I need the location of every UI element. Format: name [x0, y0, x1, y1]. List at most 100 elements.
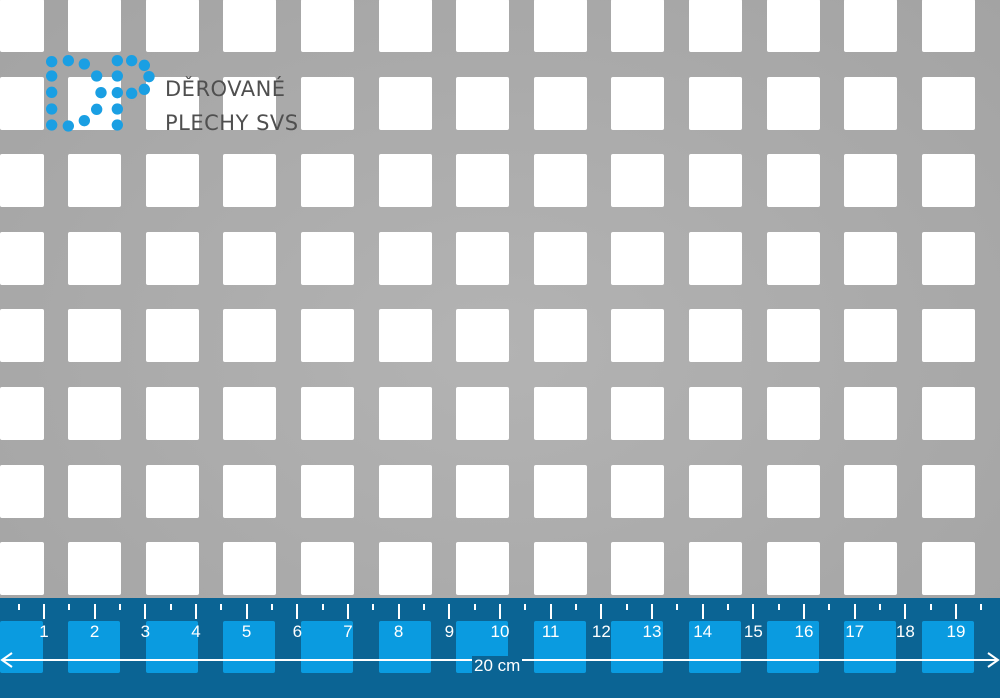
- minor-tick: [169, 604, 172, 610]
- perforation-hole: [68, 387, 122, 440]
- perforation-hole: [0, 387, 44, 440]
- ruler-label: 9: [444, 622, 455, 641]
- perforation-hole: [844, 0, 898, 52]
- major-tick: [752, 604, 755, 619]
- perforation-hole: [688, 231, 742, 285]
- perforation-hole: [688, 387, 742, 440]
- perforation-hole: [0, 0, 44, 52]
- ruler-label: 10: [490, 622, 510, 641]
- major-tick: [549, 604, 552, 619]
- perforation-hole: [223, 231, 277, 285]
- minor-tick: [422, 604, 425, 610]
- perforation-hole: [0, 542, 44, 596]
- perforation-hole: [688, 76, 742, 130]
- major-tick: [397, 604, 400, 619]
- ruler: 20 cm 1 2 3 4 5 6 7 8 9 10 11 12 13 14 15 16 17 18 19: [0, 598, 1000, 698]
- perforation-hole: [456, 387, 510, 440]
- perforation-hole: [378, 309, 432, 363]
- perforation-hole: [456, 309, 510, 363]
- minor-tick: [980, 604, 983, 610]
- brand-name-line1: DĚROVANÉ: [165, 77, 286, 101]
- perforation-hole: [766, 154, 820, 208]
- minor-tick: [676, 604, 679, 610]
- ruler-label: 17: [845, 622, 865, 641]
- major-tick: [955, 604, 958, 619]
- perforation-hole: [145, 464, 199, 518]
- perforation-hole: [378, 387, 432, 440]
- perforation-hole: [456, 0, 510, 52]
- perforation-hole: [766, 464, 820, 518]
- perforation-hole: [145, 231, 199, 285]
- perforation-hole: [611, 309, 665, 363]
- perforation-hole: [921, 76, 975, 130]
- ruler-label: 8: [393, 622, 404, 641]
- perforation-hole: [378, 231, 432, 285]
- perforation-hole: [921, 464, 975, 518]
- perforation-hole: [223, 76, 277, 130]
- minor-tick: [777, 604, 780, 610]
- perforation-hole: [145, 154, 199, 208]
- major-tick: [853, 604, 856, 619]
- perforation-hole: [844, 231, 898, 285]
- perforation-hole: [688, 309, 742, 363]
- ruler-label: 13: [642, 622, 662, 641]
- minor-tick: [929, 604, 932, 610]
- perforation-hole: [223, 387, 277, 440]
- perforation-hole: [766, 76, 820, 130]
- perforation-hole: [68, 154, 122, 208]
- ruler-label: 5: [241, 622, 252, 641]
- perforation-hole: [688, 0, 742, 52]
- ruler-label: 18: [895, 622, 915, 641]
- perforation-hole: [921, 231, 975, 285]
- perforation-hole: [766, 309, 820, 363]
- major-tick: [701, 604, 704, 619]
- perforation-hole: [688, 154, 742, 208]
- perforation-hole: [766, 387, 820, 440]
- ruler-hole: [533, 621, 586, 673]
- perforation-hole: [611, 76, 665, 130]
- perforation-hole: [223, 464, 277, 518]
- perforation-hole: [68, 0, 122, 52]
- perforation-hole: [145, 309, 199, 363]
- perforation-hole: [533, 309, 587, 363]
- perforation-hole: [844, 76, 898, 130]
- perforation-hole: [300, 76, 354, 130]
- major-tick: [499, 604, 501, 619]
- perforation-hole: [300, 154, 354, 208]
- perforation-hole: [0, 464, 44, 518]
- minor-tick: [372, 604, 375, 610]
- perforation-hole: [223, 0, 277, 52]
- ruler-hole: [223, 621, 276, 673]
- ruler-label: 11: [541, 622, 560, 641]
- ruler-hole: [300, 621, 353, 673]
- perforation-hole: [68, 542, 122, 596]
- ruler-hole: [844, 621, 897, 673]
- major-tick: [803, 604, 806, 619]
- perforation-hole: [145, 76, 199, 130]
- major-tick: [42, 604, 45, 619]
- minor-tick: [625, 604, 628, 610]
- ruler-hole: [688, 621, 741, 673]
- perforation-hole: [533, 387, 587, 440]
- ruler-hole: [378, 621, 431, 673]
- perforation-hole: [844, 387, 898, 440]
- major-tick: [93, 604, 96, 619]
- perforation-hole: [533, 0, 587, 52]
- perforation-hole: [145, 387, 199, 440]
- perforation-hole: [456, 464, 510, 518]
- perforation-hole: [223, 309, 277, 363]
- minor-tick: [118, 604, 121, 610]
- perforation-hole: [611, 154, 665, 208]
- ruler-label: 6: [292, 622, 303, 641]
- major-tick: [194, 604, 197, 619]
- minor-tick: [321, 604, 324, 610]
- perforation-hole: [921, 0, 975, 52]
- ruler-hole: [611, 621, 664, 673]
- perforation-hole: [921, 154, 975, 208]
- perforation-hole: [456, 231, 510, 285]
- perforation-hole: [456, 76, 510, 130]
- minor-tick: [575, 604, 577, 610]
- perforation-hole: [533, 76, 587, 130]
- perforation-hole: [0, 231, 44, 285]
- perforation-hole: [844, 464, 898, 518]
